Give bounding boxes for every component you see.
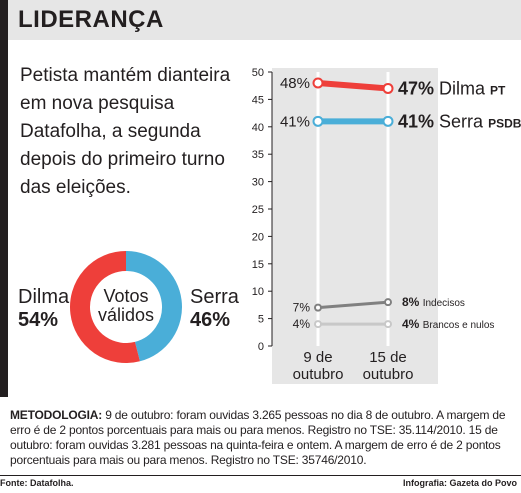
series-point-indecisos [384, 298, 392, 307]
series-end-value: 8% [402, 295, 423, 309]
series-end-label: 41% Serra PSDB [398, 111, 521, 131]
y-tick-label: 10 [252, 286, 264, 298]
y-tick-label: 45 [252, 94, 264, 106]
series-start-label: 48% [280, 75, 310, 92]
y-tick-label: 30 [252, 177, 264, 189]
series-name: Dilma [439, 78, 490, 98]
y-tick-label: 15 [252, 259, 264, 271]
headline-text: Petista mantém dianteira em nova pesquis… [20, 65, 231, 198]
series-point-brancos-e-nulos [314, 320, 322, 329]
page-title: LIDERANÇA [18, 6, 164, 33]
series-point-serra [382, 115, 394, 127]
series-name: Serra [439, 111, 488, 131]
source-credit: Fonte: Datafolha. [0, 478, 74, 488]
series-party: PT [490, 83, 506, 97]
series-point-dilma [382, 82, 394, 94]
series-party: PSDB [488, 116, 521, 130]
donut-label-dilma: Dilma [18, 286, 70, 308]
donut-label-serra: Serra [190, 286, 240, 308]
series-point-dilma [312, 77, 324, 89]
series-point-indecisos [314, 303, 322, 312]
donut-slice-dilma [70, 251, 140, 363]
x-tick-label-line1: 15 de [369, 349, 407, 366]
series-point-serra [312, 115, 324, 127]
x-tick-label-line1: 9 de [303, 349, 332, 366]
series-end-label: 8% Indecisos [402, 295, 465, 309]
series-end-label: 4% Brancos e nulos [402, 317, 494, 331]
header-accent-bar [0, 0, 8, 40]
donut-slice-serra [125, 251, 182, 362]
y-tick-label: 20 [252, 231, 264, 243]
y-tick-label: 25 [252, 204, 264, 216]
y-tick-label: 40 [252, 122, 264, 134]
series-end-label: 47% Dilma PT [398, 78, 506, 98]
x-tick-label-line2: outubro [363, 366, 414, 383]
header-band: LIDERANÇA [0, 0, 521, 40]
series-name: Brancos e nulos [423, 320, 495, 331]
series-point-brancos-e-nulos [384, 320, 392, 329]
footer-divider [0, 475, 521, 476]
x-tick-label-line2: outubro [293, 366, 344, 383]
series-name: Indecisos [423, 298, 465, 309]
series-start-label: 7% [293, 301, 311, 315]
y-tick-label: 50 [252, 67, 264, 79]
series-start-label: 4% [293, 317, 311, 331]
donut-center-label-line2: válidos [98, 305, 154, 325]
series-line-indecisos [316, 300, 390, 310]
methodology-label: METODOLOGIA: [10, 408, 103, 422]
donut-value-dilma: 54% [18, 309, 58, 331]
methodology-note: METODOLOGIA: 9 de outubro: foram ouvidas… [10, 408, 518, 468]
series-end-value: 41% [398, 111, 439, 131]
infographic-credit: Infografia: Gazeta do Povo [402, 478, 517, 488]
side-accent-rule [0, 40, 8, 397]
donut-center-label-line1: Votos [103, 286, 148, 306]
series-start-label: 41% [280, 113, 310, 130]
y-tick-label: 0 [258, 341, 264, 353]
series-end-value: 4% [402, 317, 423, 331]
methodology-text: 9 de outubro: foram ouvidas 3.265 pessoa… [10, 408, 506, 467]
y-tick-label: 5 [258, 314, 264, 326]
series-line-dilma [315, 79, 391, 92]
y-tick-label: 35 [252, 149, 264, 161]
series-end-value: 47% [398, 78, 439, 98]
donut-value-serra: 46% [190, 309, 230, 331]
